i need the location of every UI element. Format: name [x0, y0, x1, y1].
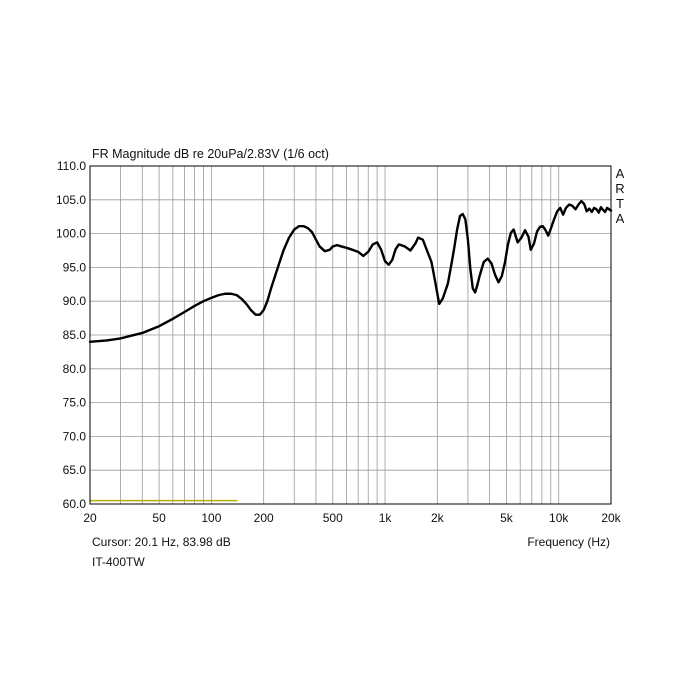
x-tick-label: 500 [323, 511, 343, 525]
x-tick-label: 20 [83, 511, 97, 525]
x-tick-label: 100 [201, 511, 221, 525]
y-tick-label: 65.0 [63, 463, 87, 477]
arta-letter: A [616, 211, 625, 226]
arta-letter: T [616, 196, 624, 211]
plot-frame [89, 165, 612, 505]
x-tick-label: 20k [601, 511, 621, 525]
x-tick-label: 200 [254, 511, 274, 525]
x-tick-label: 1k [379, 511, 393, 525]
x-axis-label: Frequency (Hz) [527, 535, 610, 549]
cursor-readout: Cursor: 20.1 Hz, 83.98 dB [92, 535, 231, 549]
chart-title: FR Magnitude dB re 20uPa/2.83V (1/6 oct) [92, 147, 329, 161]
x-tick-labels: 20 50 100 200 500 1k 2k 5k 10k 20k [83, 511, 621, 525]
device-label: IT-400TW [92, 555, 145, 569]
x-tick-label: 2k [431, 511, 445, 525]
y-tick-label: 80.0 [63, 362, 87, 376]
response-curve [88, 199, 613, 343]
arta-letter: A [616, 166, 625, 181]
x-tick-label: 10k [549, 511, 569, 525]
y-tick-label: 100.0 [56, 227, 86, 241]
y-tick-label: 75.0 [63, 396, 87, 410]
series-layer [88, 199, 613, 502]
y-tick-label: 105.0 [56, 193, 86, 207]
x-tick-label: 5k [500, 511, 514, 525]
y-tick-label: 70.0 [63, 429, 87, 443]
y-tick-labels: 110.0 105.0 100.0 95.0 90.0 85.0 80.0 75.0 70.0 6… [56, 159, 86, 511]
y-tick-label: 60.0 [63, 497, 87, 511]
y-tick-label: 85.0 [63, 328, 87, 342]
y-tick-label: 110.0 [57, 159, 86, 173]
x-tick-label: 50 [152, 511, 166, 525]
grid-lines [90, 166, 611, 504]
y-tick-label: 95.0 [63, 260, 87, 274]
y-tick-label: 90.0 [63, 294, 87, 308]
arta-letter: R [615, 181, 624, 196]
